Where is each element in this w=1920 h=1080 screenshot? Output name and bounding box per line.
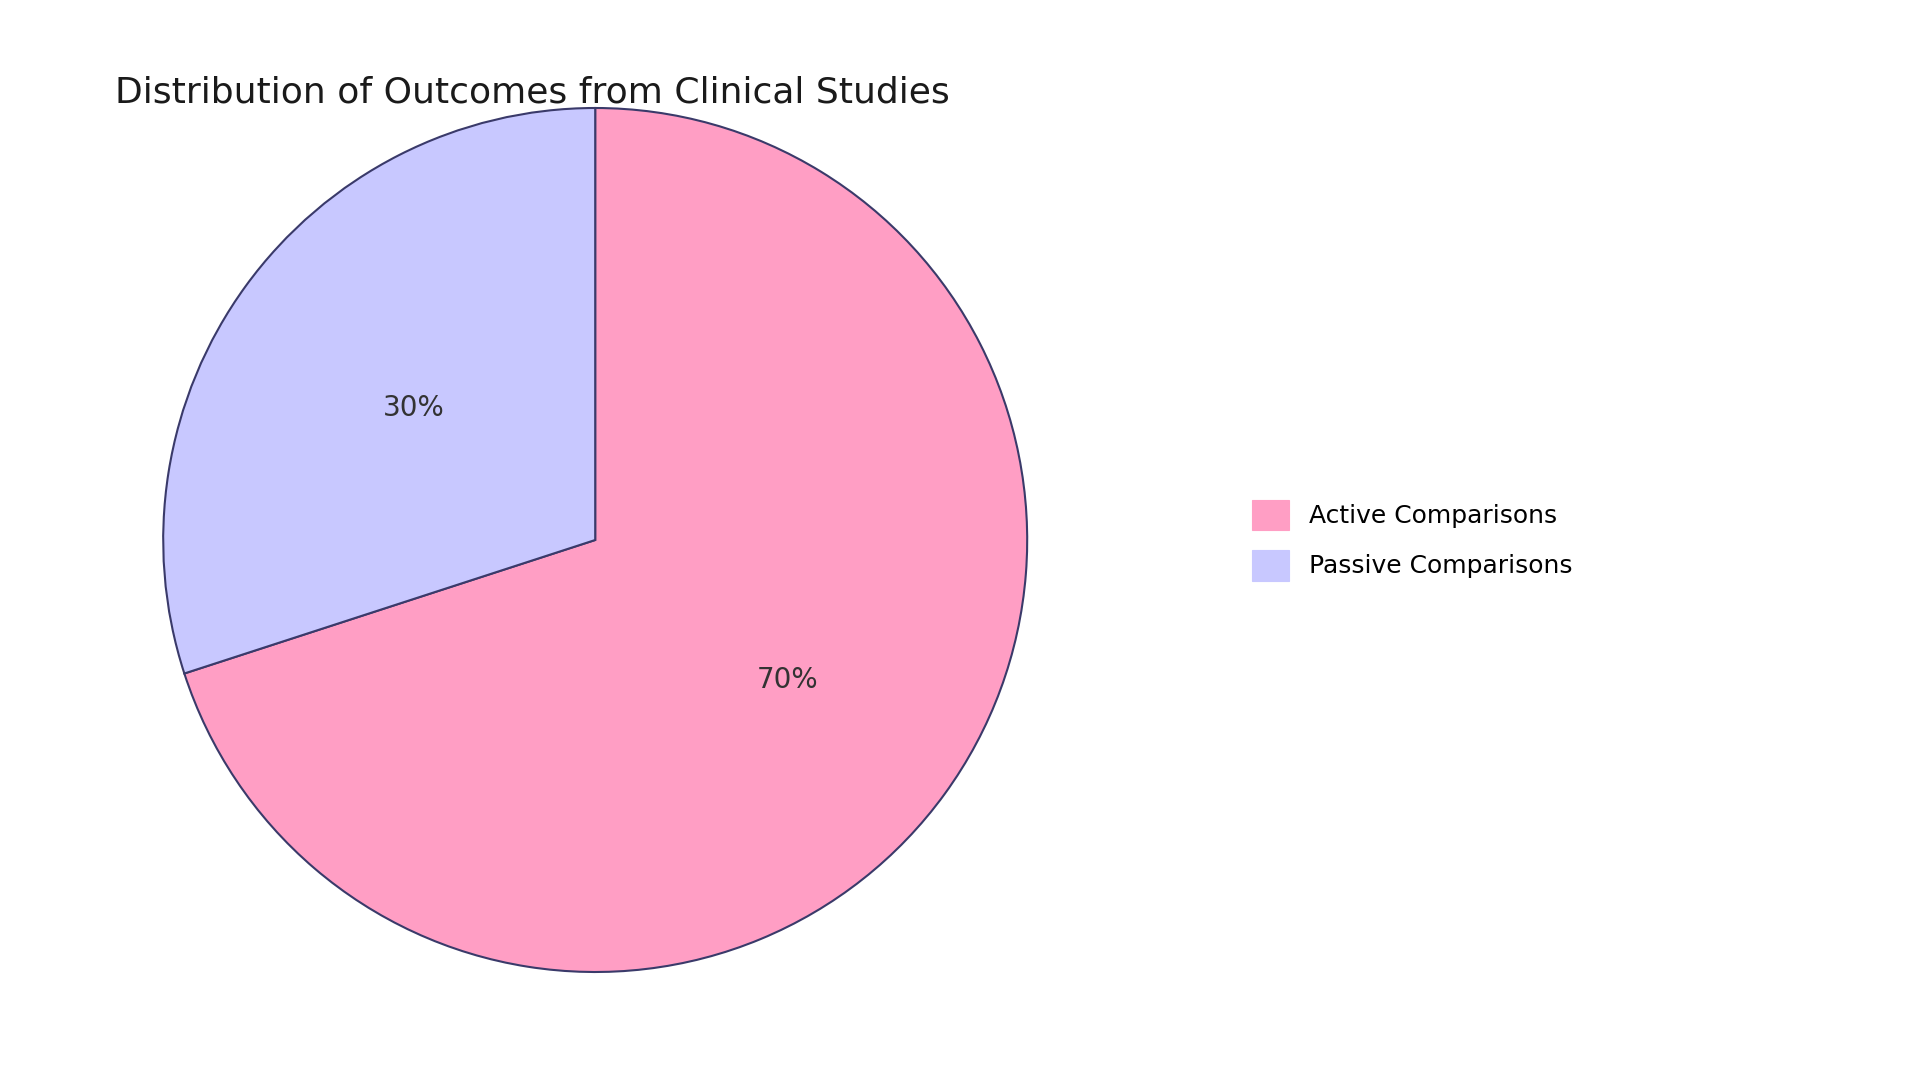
Text: 70%: 70% bbox=[756, 665, 818, 693]
Legend: Active Comparisons, Passive Comparisons: Active Comparisons, Passive Comparisons bbox=[1240, 487, 1586, 593]
Wedge shape bbox=[184, 108, 1027, 972]
Text: Distribution of Outcomes from Clinical Studies: Distribution of Outcomes from Clinical S… bbox=[115, 76, 950, 109]
Wedge shape bbox=[163, 108, 595, 674]
Text: 30%: 30% bbox=[382, 394, 444, 422]
